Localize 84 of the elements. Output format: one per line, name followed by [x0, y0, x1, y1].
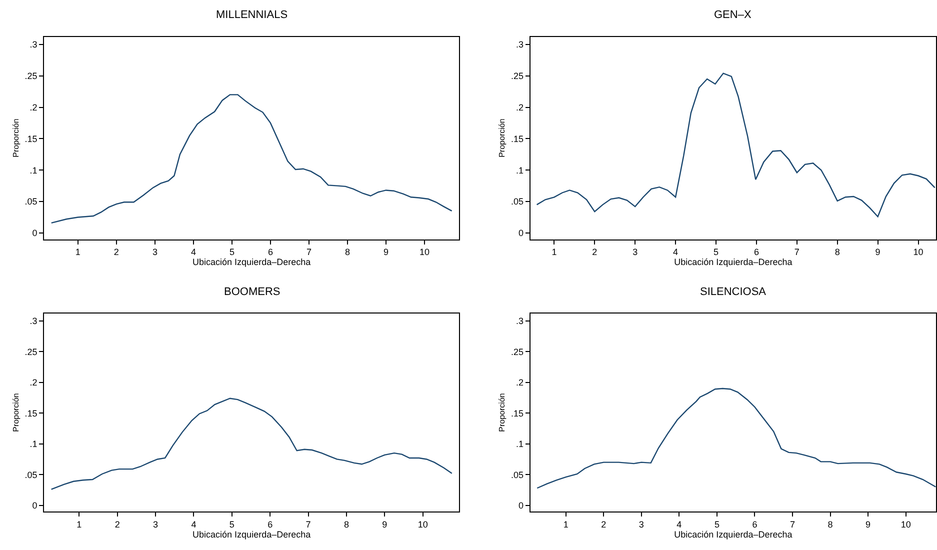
- y-tick-label: .3: [30, 316, 38, 326]
- chart-title: SILENCIOSA: [700, 286, 767, 298]
- x-tick-label: 2: [114, 247, 119, 258]
- y-tick-label: .2: [516, 378, 524, 388]
- x-tick-label: 7: [306, 247, 312, 258]
- y-tick-label: .15: [24, 134, 38, 144]
- x-axis-title: Ubicación Izquierda–Derecha: [192, 529, 311, 540]
- y-tick-label: .15: [511, 134, 524, 144]
- x-tick-label: 5: [714, 519, 720, 530]
- x-tick-label: 2: [114, 519, 120, 530]
- y-axis-title: Proporción: [11, 393, 20, 432]
- y-tick-label: .25: [511, 70, 524, 81]
- y-tick-label: .1: [30, 439, 38, 450]
- y-tick-label: .1: [516, 439, 524, 450]
- y-axis-title: Proporción: [11, 118, 20, 158]
- y-tick-label: .3: [516, 316, 524, 326]
- x-tick-label: 5: [229, 247, 234, 258]
- x-tick-label: 3: [638, 519, 644, 530]
- x-tick-label: 8: [828, 519, 833, 530]
- x-tick-label: 4: [676, 519, 682, 530]
- y-tick-label: .2: [30, 102, 38, 112]
- x-tick-label: 8: [344, 247, 350, 258]
- y-tick-label: .05: [24, 470, 38, 480]
- x-tick-label: 6: [268, 519, 273, 530]
- y-tick-label: 0: [32, 500, 38, 510]
- x-tick-label: 4: [190, 247, 196, 258]
- chart-title: MILLENNIALS: [216, 9, 288, 21]
- x-tick-label: 1: [552, 247, 557, 258]
- line-series: [50, 94, 452, 224]
- x-axis-title: Ubicación Izquierda–Derecha: [192, 257, 311, 268]
- y-tick-label: .2: [516, 102, 524, 112]
- y-axis-title: Proporción: [498, 393, 507, 432]
- y-tick-label: .1: [30, 165, 38, 176]
- x-tick-label: 6: [752, 519, 758, 530]
- x-tick-label: 4: [673, 247, 678, 258]
- x-tick-label: 9: [866, 519, 871, 530]
- y-tick-label: .15: [511, 408, 524, 418]
- x-tick-label: 9: [382, 519, 388, 530]
- y-tick-label: 0: [518, 500, 524, 510]
- x-tick-label: 1: [76, 519, 82, 530]
- y-axis-title: Proporción: [498, 118, 507, 158]
- x-tick-label: 9: [383, 247, 388, 258]
- y-tick-label: .25: [24, 70, 38, 81]
- line-series: [536, 388, 936, 489]
- line-series: [50, 398, 452, 490]
- y-tick-label: .05: [511, 196, 524, 207]
- x-tick-label: 9: [875, 247, 880, 258]
- x-tick-label: 2: [592, 247, 598, 258]
- x-tick-label: 3: [632, 247, 638, 258]
- x-tick-label: 7: [306, 519, 311, 530]
- y-tick-label: .15: [24, 408, 38, 418]
- x-tick-label: 4: [191, 519, 196, 530]
- x-tick-label: 10: [913, 247, 924, 258]
- chart-title: BOOMERS: [224, 286, 280, 298]
- x-tick-label: 10: [418, 519, 428, 530]
- x-tick-label: 5: [714, 247, 719, 258]
- line-series: [536, 72, 936, 218]
- y-tick-label: .05: [24, 196, 38, 207]
- x-tick-label: 2: [601, 519, 606, 530]
- x-tick-label: 8: [344, 519, 349, 530]
- x-tick-label: 1: [75, 247, 80, 258]
- y-tick-label: .25: [24, 346, 38, 357]
- x-tick-label: 10: [419, 247, 430, 258]
- x-tick-label: 7: [794, 247, 800, 258]
- x-axis-title: Ubicación Izquierda–Derecha: [674, 257, 792, 268]
- y-tick-label: .3: [30, 40, 38, 50]
- y-tick-label: .3: [516, 40, 524, 50]
- x-tick-label: 8: [834, 247, 840, 258]
- x-axis-title: Ubicación Izquierda–Derecha: [674, 529, 792, 540]
- x-tick-label: 10: [900, 519, 911, 530]
- x-tick-label: 5: [229, 519, 234, 530]
- y-tick-label: .1: [516, 165, 524, 176]
- x-tick-label: 3: [152, 247, 158, 258]
- x-tick-label: 6: [268, 247, 273, 258]
- x-tick-label: 1: [563, 519, 568, 530]
- chart-title: GEN–X: [714, 9, 752, 21]
- y-tick-label: 0: [32, 228, 38, 238]
- y-tick-label: 0: [518, 228, 524, 238]
- y-tick-label: .25: [511, 346, 524, 357]
- x-tick-label: 7: [790, 519, 796, 530]
- x-tick-label: 6: [754, 247, 759, 258]
- y-tick-label: .2: [30, 378, 38, 388]
- x-tick-label: 3: [153, 519, 158, 530]
- y-tick-label: .05: [511, 470, 524, 480]
